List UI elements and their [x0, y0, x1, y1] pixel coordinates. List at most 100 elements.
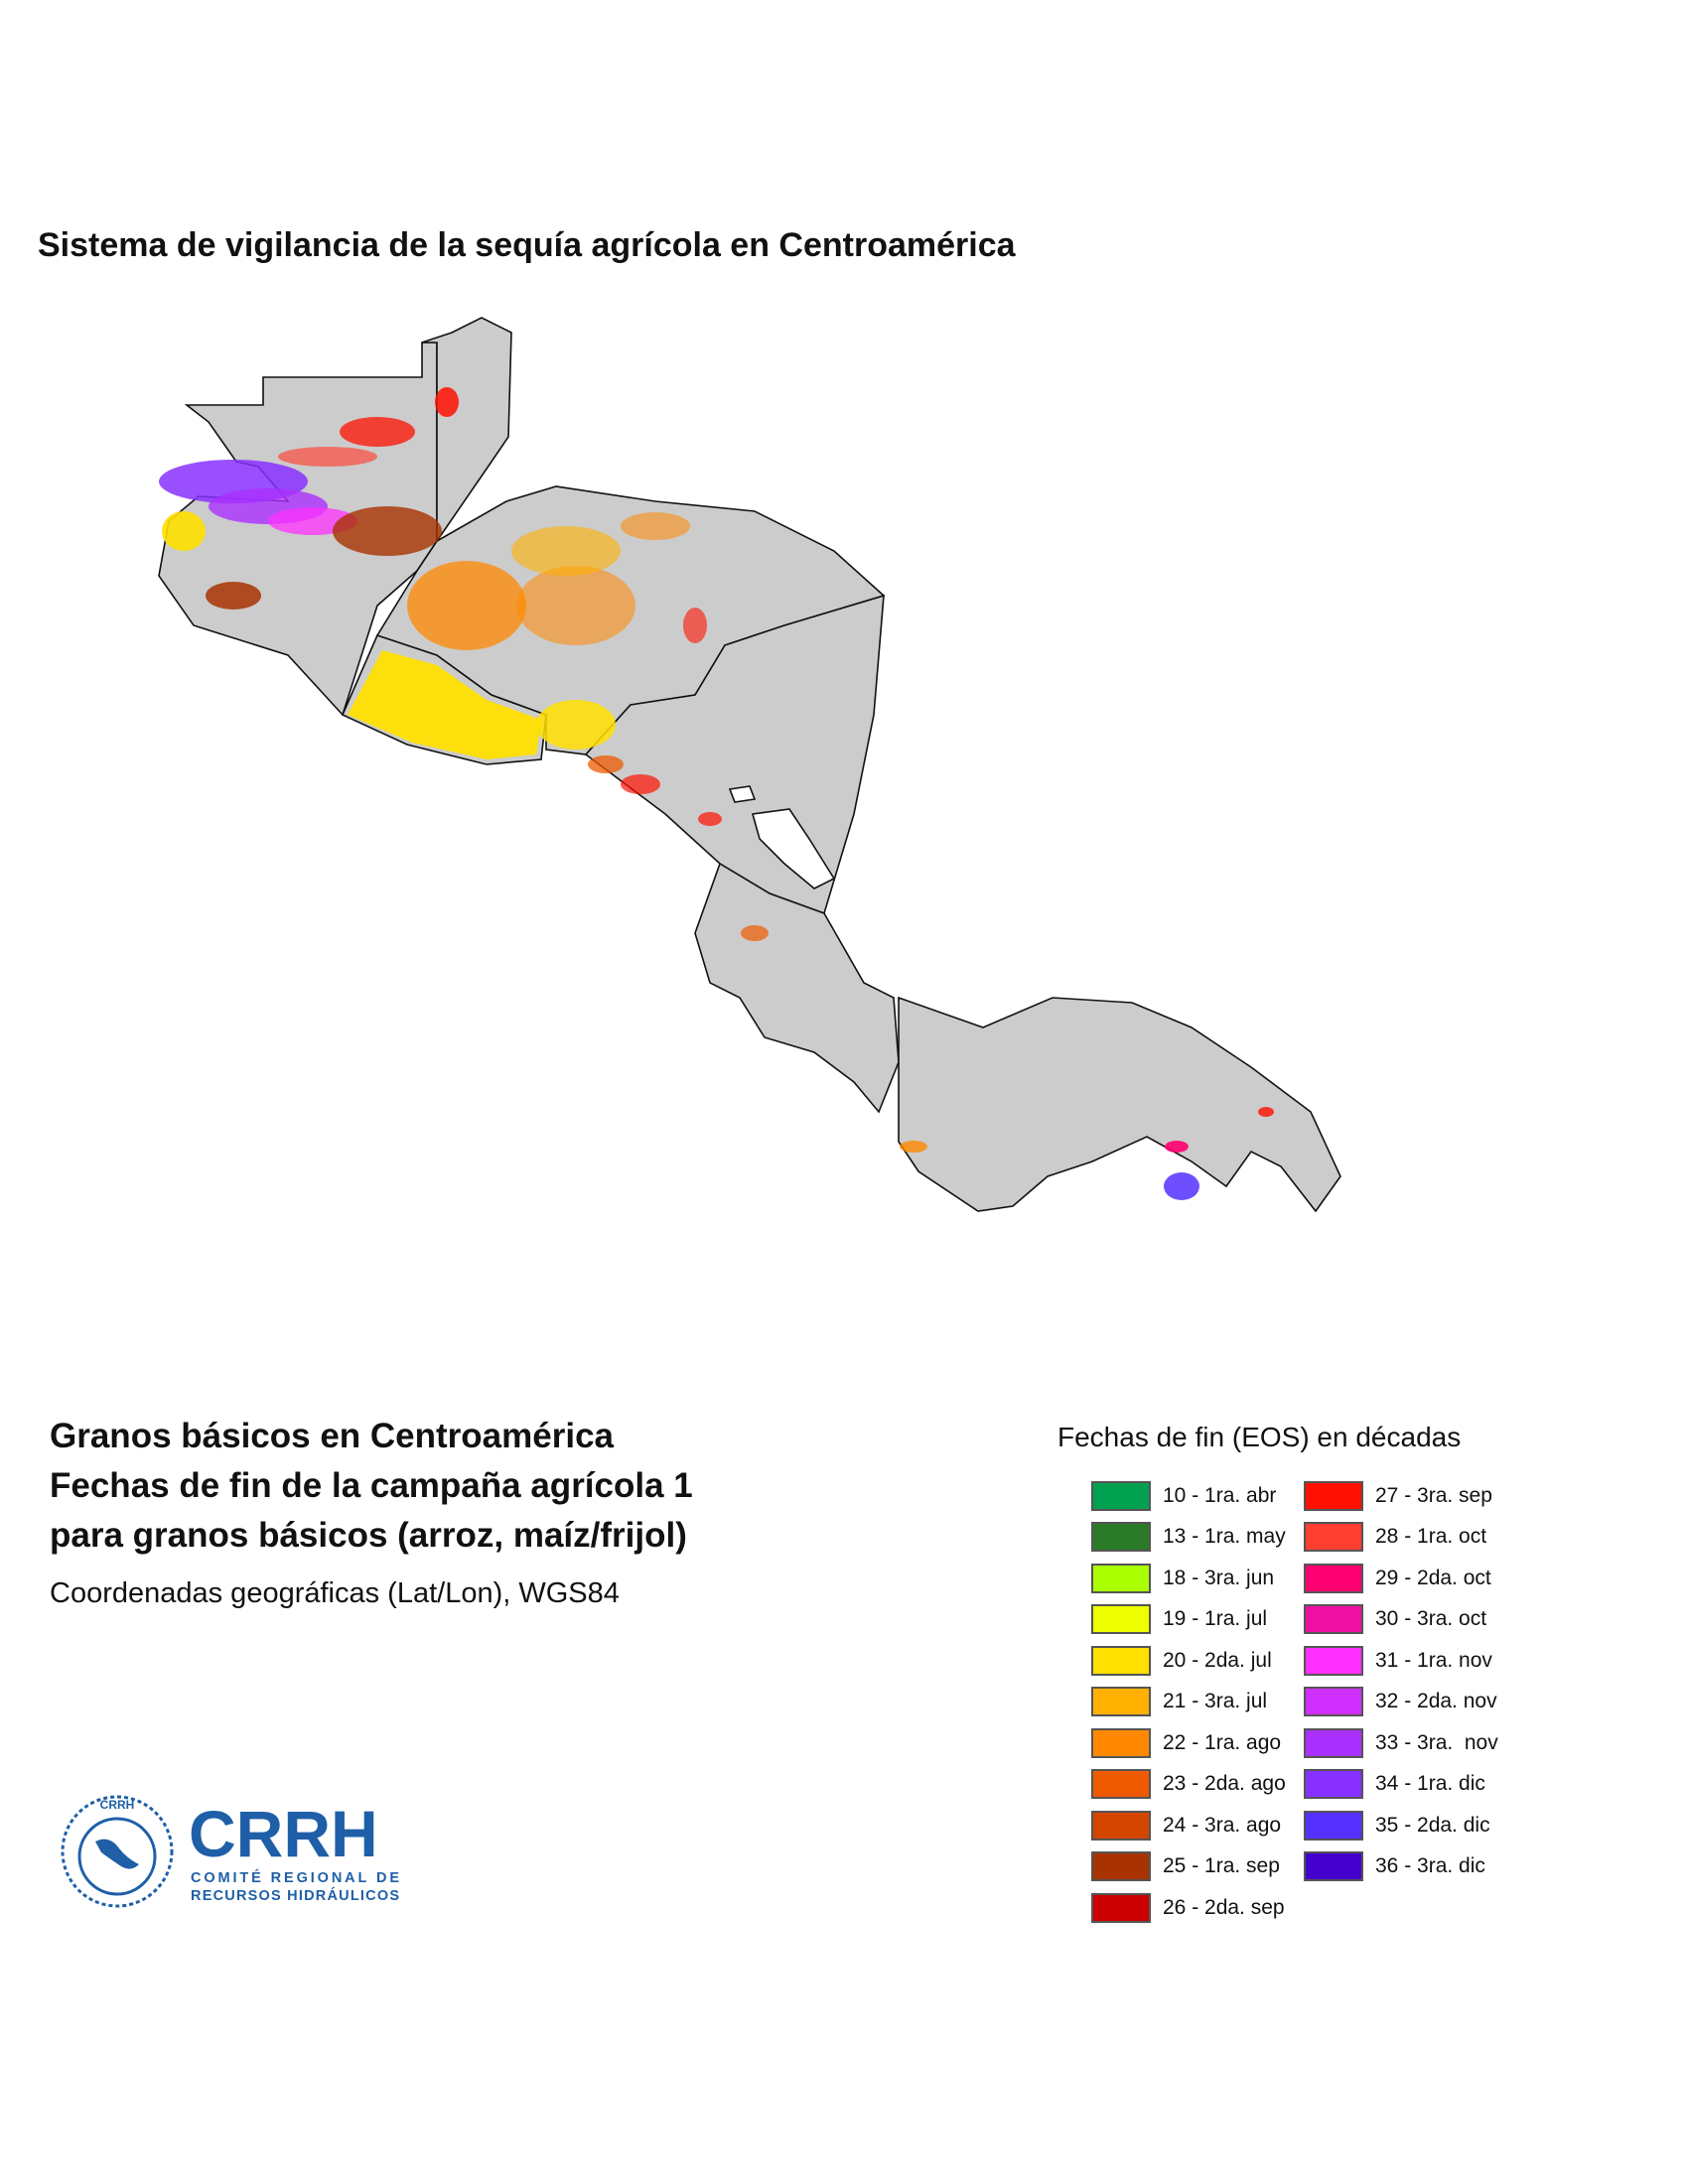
legend-item: 22 - 1ra. ago [1091, 1722, 1286, 1764]
country-panama [898, 996, 1341, 1213]
legend-label: 28 - 1ra. oct [1375, 1525, 1487, 1549]
legend-item: 30 - 3ra. oct [1304, 1599, 1498, 1641]
legend-swatch [1304, 1727, 1363, 1758]
legend-label: 32 - 2da. nov [1375, 1690, 1497, 1713]
legend-item: 34 - 1ra. dic [1304, 1764, 1498, 1806]
patch-red-panama-east [1258, 1107, 1274, 1117]
patch-orange-honduras-west [407, 561, 526, 650]
legend-label: 34 - 1ra. dic [1375, 1772, 1485, 1796]
crrh-logo-graphic: CRRH CRRH COMITÉ REGIONAL DE RECURSOS HI… [61, 1795, 399, 1908]
legend-item: 25 - 1ra. sep [1091, 1846, 1286, 1888]
patch-gold-honduras [511, 526, 621, 576]
legend-column-right: 27 - 3ra. sep 28 - 1ra. oct 29 - 2da. oct 3… [1304, 1475, 1498, 1887]
legend-swatch [1304, 1563, 1363, 1593]
legend-swatch [1091, 1563, 1151, 1593]
patch-pink-panama [1165, 1141, 1189, 1153]
logo-emblem-icon: CRRH [61, 1795, 174, 1908]
patch-red-belize [435, 387, 459, 417]
legend-item: 13 - 1ra. may [1091, 1517, 1286, 1559]
patch-red-honduras [683, 608, 707, 643]
legend-item: 27 - 3ra. sep [1304, 1475, 1498, 1517]
legend-item: 36 - 3ra. dic [1304, 1846, 1498, 1888]
patch-darkred-guatemala [333, 506, 442, 556]
legend-swatch [1304, 1769, 1363, 1800]
legend-label: 30 - 3ra. oct [1375, 1607, 1487, 1631]
patch-orange-panama-west [900, 1141, 927, 1153]
patch-red-central-guatemala [278, 447, 377, 467]
info-heading-line-3: para granos básicos (arroz, maíz/frijol) [50, 1516, 687, 1555]
legend-swatch [1091, 1892, 1151, 1923]
legend-item: 20 - 2da. jul [1091, 1640, 1286, 1682]
legend-swatch [1304, 1687, 1363, 1717]
legend-label: 18 - 3ra. jun [1163, 1566, 1275, 1589]
legend-swatch [1091, 1480, 1151, 1511]
legend-label: 13 - 1ra. may [1163, 1525, 1286, 1549]
logo-acronym: CRRH [189, 1797, 378, 1870]
legend-item: 31 - 1ra. nov [1304, 1640, 1498, 1682]
crrh-logo: CRRH CRRH COMITÉ REGIONAL DE RECURSOS HI… [58, 1787, 415, 1916]
legend-label: 35 - 2da. dic [1375, 1813, 1490, 1837]
legend-item: 35 - 2da. dic [1304, 1805, 1498, 1846]
crop-end-date-patches [159, 387, 1274, 1200]
legend-item: 32 - 2da. nov [1304, 1682, 1498, 1723]
legend-item: 19 - 1ra. jul [1091, 1599, 1286, 1641]
legend-swatch [1304, 1522, 1363, 1553]
coordinate-system: Coordenadas geográficas (Lat/Lon), WGS84 [50, 1577, 620, 1609]
logo-emblem-text: CRRH [100, 1798, 135, 1812]
legend-item: 26 - 2da. sep [1091, 1887, 1286, 1929]
lake-managua [728, 785, 757, 803]
patch-orange-honduras-east [621, 512, 690, 540]
legend-swatch [1304, 1810, 1363, 1841]
legend-swatch [1091, 1727, 1151, 1758]
patch-yellow-honduras-south [536, 700, 616, 750]
legend-swatch [1091, 1810, 1151, 1841]
patch-red-north-guatemala [340, 417, 415, 447]
legend-label: 21 - 3ra. jul [1163, 1690, 1268, 1713]
legend-item: 23 - 2da. ago [1091, 1764, 1286, 1806]
central-america-map[interactable] [139, 298, 1470, 1330]
country-costa-rica [694, 862, 900, 1114]
patch-yellow-guatemala-coast [162, 511, 206, 551]
legend-item: 10 - 1ra. abr [1091, 1475, 1286, 1517]
legend-swatch [1304, 1645, 1363, 1676]
legend-label: 36 - 3ra. dic [1375, 1854, 1485, 1878]
legend-item: 29 - 2da. oct [1304, 1558, 1498, 1599]
legend-label: 29 - 2da. oct [1375, 1566, 1491, 1589]
legend-title: Fechas de fin (EOS) en décadas [1057, 1422, 1462, 1452]
legend-item: 21 - 3ra. jul [1091, 1682, 1286, 1723]
legend-label: 22 - 1ra. ago [1163, 1730, 1282, 1754]
legend-label: 10 - 1ra. abr [1163, 1483, 1277, 1507]
legend-column-left: 10 - 1ra. abr 13 - 1ra. may 18 - 3ra. jun 1… [1091, 1475, 1286, 1929]
legend-label: 33 - 3ra. nov [1375, 1730, 1498, 1754]
legend-item: 18 - 3ra. jun [1091, 1558, 1286, 1599]
legend-label: 25 - 1ra. sep [1163, 1854, 1280, 1878]
legend-label: 31 - 1ra. nov [1375, 1648, 1492, 1672]
patch-orange-nicaragua [588, 755, 624, 773]
lake-nicaragua [751, 808, 836, 889]
logo-line-1: COMITÉ REGIONAL DE [191, 1869, 399, 1886]
info-heading-line-1: Granos básicos en Centroamérica [50, 1417, 614, 1455]
patch-yellow-el-salvador [348, 650, 541, 759]
legend-swatch [1304, 1604, 1363, 1635]
patch-red-nicaragua-2 [698, 812, 722, 826]
logo-line-2: RECURSOS HIDRÁULICOS [191, 1887, 399, 1904]
legend-item: 28 - 1ra. oct [1304, 1517, 1498, 1559]
legend-swatch [1304, 1851, 1363, 1882]
patch-orange-honduras-central [516, 566, 635, 645]
map-info: Granos básicos en Centroamérica Fechas d… [50, 1415, 693, 1610]
legend-swatch [1091, 1645, 1151, 1676]
patch-orange-costa-rica [741, 925, 769, 941]
legend-swatch [1091, 1851, 1151, 1882]
legend-label: 20 - 2da. jul [1163, 1648, 1272, 1672]
legend-item: 33 - 3ra. nov [1304, 1722, 1498, 1764]
legend-label: 24 - 3ra. ago [1163, 1813, 1282, 1837]
eos-legend: Fechas de fin (EOS) en décadas 10 - 1ra.… [1057, 1422, 1574, 1972]
patch-darkred-guatemala-coast [206, 582, 261, 610]
legend-swatch [1091, 1769, 1151, 1800]
map-svg [158, 317, 1341, 1213]
legend-label: 23 - 2da. ago [1163, 1772, 1286, 1796]
map-title: Sistema de vigilancia de la sequía agríc… [38, 226, 1016, 264]
legend-swatch [1091, 1687, 1151, 1717]
legend-label: 26 - 2da. sep [1163, 1895, 1285, 1919]
legend-swatch [1091, 1604, 1151, 1635]
